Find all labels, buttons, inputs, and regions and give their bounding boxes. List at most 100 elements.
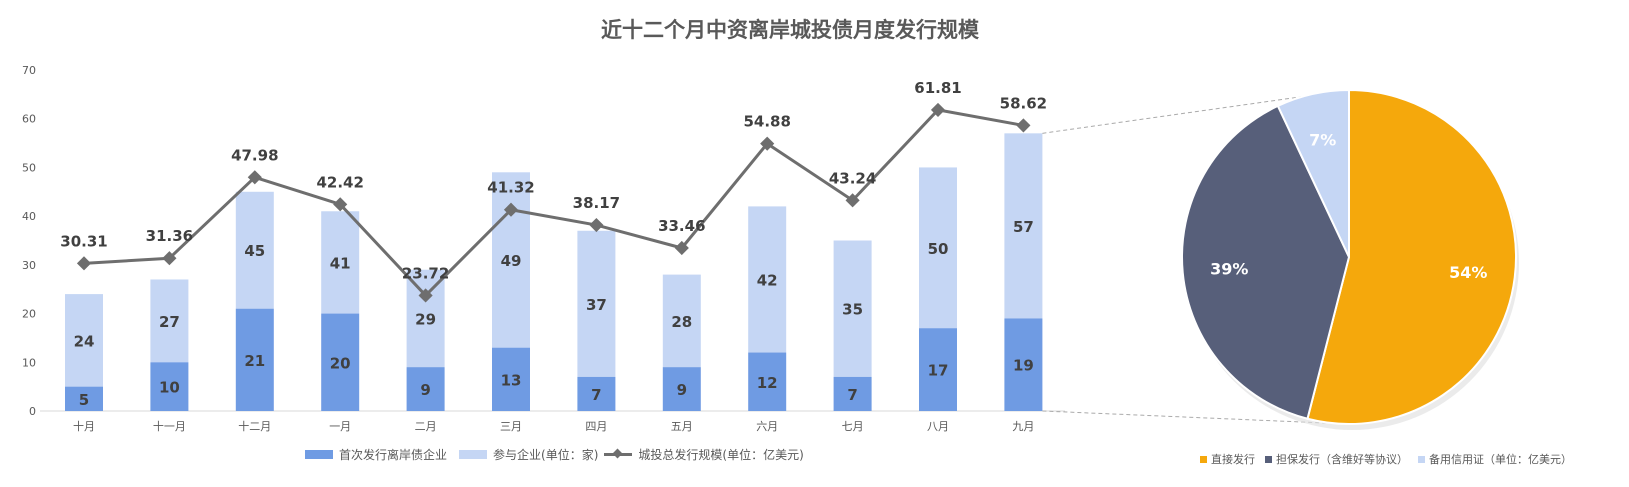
pie-slice-label: 7%: [1309, 131, 1336, 150]
bar-participants: [150, 279, 189, 363]
pie-legend-swatch-guarantee: [1265, 455, 1272, 463]
chart-title: 近十二个月中资离岸城投债月度发行规模: [601, 18, 979, 42]
bar-label-first-issue: 13: [501, 371, 522, 389]
bar-first-issue: [577, 376, 616, 411]
y-tick-label: 30: [22, 259, 36, 272]
pie-slice: [1306, 88, 1517, 425]
legend-label-first: 首次发行离岸债企业: [339, 448, 448, 462]
line-data-label: 31.36: [146, 227, 193, 245]
bar-participants: [577, 230, 616, 377]
x-tick-label: 二月: [415, 420, 437, 433]
y-tick-label: 0: [29, 405, 36, 418]
bar-label-participants: 42: [757, 271, 778, 289]
pie-legend-swatch-direct: [1200, 455, 1207, 463]
bar-participants: [748, 206, 787, 353]
bar-label-participants: 41: [330, 254, 351, 272]
bar-label-participants: 57: [1013, 218, 1034, 236]
bar-first-issue: [748, 352, 787, 411]
bar-label-first-issue: 17: [928, 362, 949, 380]
pie-legend-direct: 直接发行: [1211, 453, 1255, 466]
y-tick-label: 10: [22, 356, 36, 369]
bar-label-first-issue: 19: [1013, 357, 1034, 375]
y-tick-label: 40: [22, 210, 36, 223]
line-data-label: 41.32: [487, 179, 534, 197]
legend-swatch-total: [604, 448, 633, 459]
bar-label-participants: 29: [415, 310, 436, 328]
bar-first-issue: [406, 367, 445, 411]
bar-label-participants: 28: [671, 313, 692, 331]
line-marker: [930, 102, 946, 117]
line-data-label: 58.62: [1000, 94, 1047, 112]
pie-slice-label: 54%: [1449, 263, 1487, 282]
legend-swatch-first: [305, 450, 333, 459]
line-marker: [1016, 118, 1031, 133]
y-tick-label: 60: [22, 113, 36, 126]
pie-legend-swatch-sblc: [1418, 455, 1425, 463]
x-tick-label: 一月: [329, 420, 351, 433]
bar-label-first-issue: 9: [677, 381, 687, 399]
bar-first-issue: [919, 328, 957, 411]
line-data-label: 38.17: [573, 194, 620, 212]
legend-label-participants: 参与企业(单位：家): [493, 448, 599, 462]
line-marker: [503, 202, 519, 217]
line-marker: [162, 251, 177, 266]
y-tick-label: 50: [22, 161, 36, 174]
line-marker: [333, 197, 348, 212]
line-data-label: 54.88: [743, 113, 790, 131]
bar-participants: [919, 167, 957, 329]
line-data-label: 42.42: [316, 173, 363, 191]
bar-participants: [235, 191, 274, 309]
bar-first-issue: [833, 376, 872, 411]
x-tick-label: 三月: [500, 420, 522, 433]
x-tick-label: 六月: [756, 420, 778, 433]
bar-label-first-issue: 7: [591, 386, 601, 404]
line-marker: [845, 193, 860, 208]
x-tick-label: 十月: [73, 419, 95, 433]
bar-first-issue: [321, 313, 360, 411]
bar-label-first-issue: 5: [79, 391, 89, 409]
line-marker: [760, 136, 775, 151]
y-tick-label: 20: [22, 308, 36, 321]
line-data-label: 33.46: [658, 217, 705, 235]
line-data-label: 61.81: [914, 79, 961, 97]
bar-participants: [321, 211, 360, 314]
bar-participants: [65, 294, 103, 387]
line-marker: [674, 240, 689, 256]
x-tick-label: 九月: [1012, 420, 1034, 433]
bar-label-participants: 50: [928, 240, 949, 258]
connector-line: [1042, 410, 1350, 425]
line-marker: [247, 170, 262, 185]
x-tick-label: 八月: [927, 420, 949, 433]
pie-slice-label: 39%: [1210, 259, 1248, 278]
bar-participants: [1004, 133, 1043, 319]
line-marker: [589, 217, 604, 233]
line-total: [83, 108, 1024, 298]
bar-participants: [406, 269, 445, 368]
line-data-label: 47.98: [231, 146, 278, 164]
legend-label-total: 城投总发行规模(单位：亿美元): [638, 448, 804, 462]
bar-label-first-issue: 20: [330, 354, 351, 372]
legend-swatch-participants: [459, 450, 488, 459]
y-tick-label: 70: [22, 64, 36, 77]
pie-slice: [1276, 88, 1350, 258]
line-data-label: 43.24: [829, 169, 876, 187]
line-marker: [418, 288, 433, 303]
line-data-label: 30.31: [60, 232, 107, 250]
x-tick-label: 十一月: [153, 419, 186, 433]
pie-legend: 直接发行 担保发行（含维好等协议） 备用信用证（单位：亿美元）: [1200, 451, 1572, 467]
bar-label-first-issue: 12: [757, 374, 778, 392]
bar-first-issue: [492, 347, 530, 411]
bar-label-first-issue: 9: [420, 381, 430, 399]
bar-label-participants: 37: [586, 296, 607, 314]
bar-label-first-issue: 7: [847, 386, 857, 404]
bar-first-issue: [150, 362, 189, 411]
bar-label-participants: 27: [159, 313, 180, 331]
bar-label-first-issue: 10: [159, 379, 180, 397]
bar-participants: [833, 240, 872, 377]
line-marker: [76, 256, 92, 271]
x-tick-label: 十二月: [238, 419, 271, 433]
connector-line: [1042, 89, 1350, 134]
pie-legend-guarantee: 担保发行（含维好等协议）: [1276, 453, 1408, 466]
